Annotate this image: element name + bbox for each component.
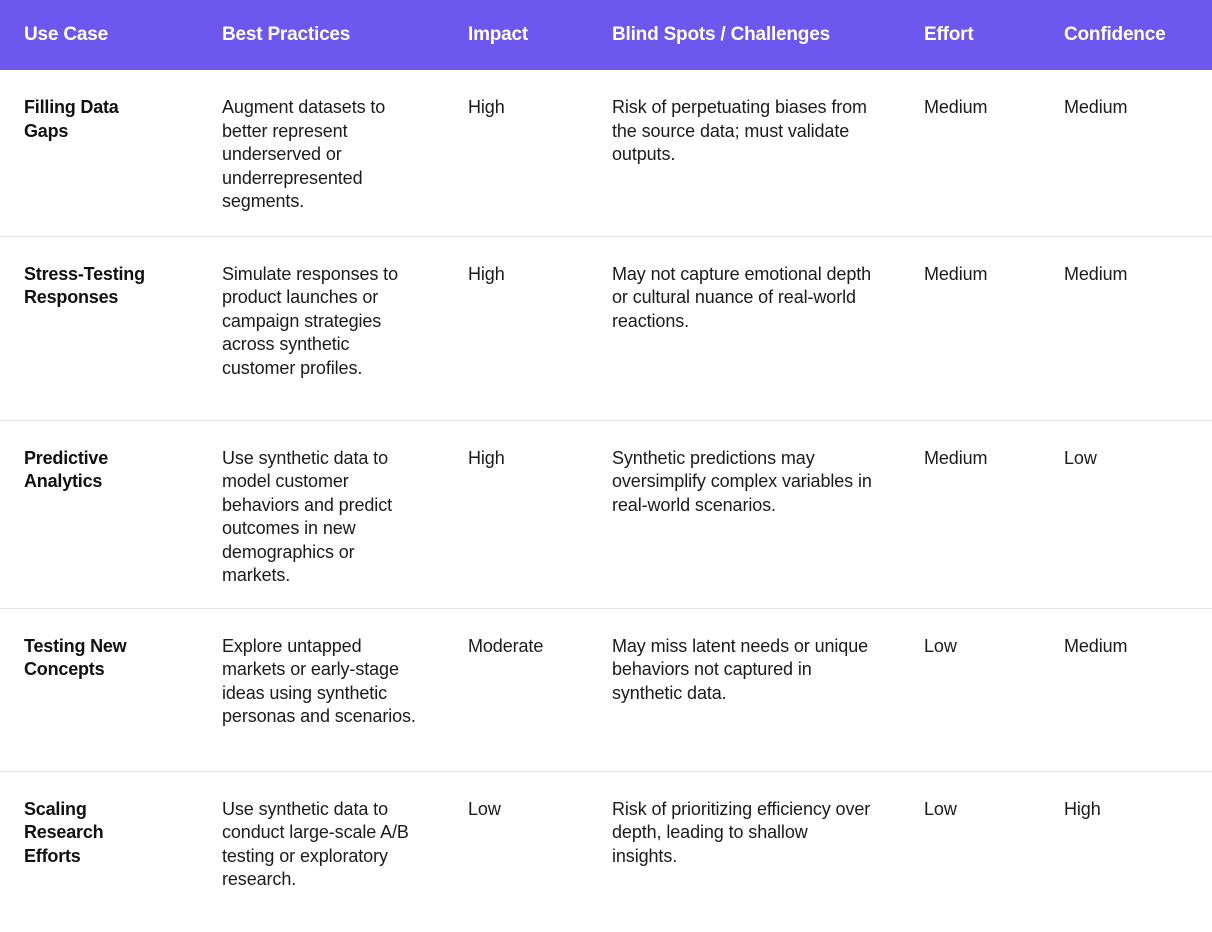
cell-blind-spots: Synthetic predictions may oversimplify c… xyxy=(612,447,872,515)
column-header-best-practices: Best Practices xyxy=(222,24,351,45)
cell-confidence: Medium xyxy=(1064,635,1128,656)
cell-use-case: Predictive Analytics xyxy=(24,447,109,492)
cell-confidence: High xyxy=(1064,798,1101,819)
cell-effort: Medium xyxy=(924,97,988,117)
table-row: Predictive Analytics Use synthetic data t… xyxy=(0,420,1212,608)
cell-best-practices: Use synthetic data to conduct large-scal… xyxy=(222,798,409,890)
cell-impact: Moderate xyxy=(468,635,544,656)
cell-impact: High xyxy=(468,447,505,468)
table-body: Filling Data Gaps Augment datasets to bet… xyxy=(0,70,1212,932)
cell-effort: Low xyxy=(924,635,957,656)
cell-impact: Low xyxy=(468,798,501,819)
column-header-effort: Effort xyxy=(924,24,974,45)
cell-use-case: Testing New Concepts xyxy=(24,635,127,680)
cell-confidence: Medium xyxy=(1064,263,1128,284)
cell-confidence: Low xyxy=(1064,447,1097,468)
column-header-confidence: Confidence xyxy=(1064,24,1166,45)
table-row: Stress-Testing Responses Simulate respons… xyxy=(0,236,1212,420)
cell-best-practices: Use synthetic data to model customer beh… xyxy=(222,447,393,586)
cell-effort: Medium xyxy=(924,447,988,468)
cell-best-practices: Augment datasets to better represent und… xyxy=(222,97,386,211)
table-header: Use Case Best Practices Impact Blind Spo… xyxy=(0,0,1212,70)
cell-best-practices: Simulate responses to product launches o… xyxy=(222,263,398,378)
cell-impact: High xyxy=(468,97,505,117)
cell-confidence: Medium xyxy=(1064,97,1128,117)
column-header-use-case: Use Case xyxy=(24,24,108,45)
table-row: Scaling Research Efforts Use synthetic da… xyxy=(0,771,1212,932)
cell-blind-spots: Risk of prioritizing efficiency over dep… xyxy=(612,798,871,866)
header-row: Use Case Best Practices Impact Blind Spo… xyxy=(0,0,1212,70)
cell-effort: Medium xyxy=(924,263,988,284)
cell-use-case: Scaling Research Efforts xyxy=(24,798,104,866)
table-row: Filling Data Gaps Augment datasets to bet… xyxy=(0,70,1212,236)
column-header-impact: Impact xyxy=(468,24,529,45)
cell-blind-spots: May miss latent needs or unique behavior… xyxy=(612,635,869,703)
cell-blind-spots: Risk of perpetuating biases from the sou… xyxy=(612,97,867,164)
cell-use-case: Filling Data Gaps xyxy=(24,97,119,141)
cell-use-case: Stress-Testing Responses xyxy=(24,263,145,308)
cell-best-practices: Explore untapped markets or early-stage … xyxy=(222,635,416,727)
cell-effort: Low xyxy=(924,798,957,819)
table-row: Testing New Concepts Explore untapped mar… xyxy=(0,608,1212,771)
column-header-blind-spots: Blind Spots / Challenges xyxy=(612,24,830,45)
cell-impact: High xyxy=(468,263,505,284)
cell-blind-spots: May not capture emotional depth or cultu… xyxy=(612,263,872,331)
